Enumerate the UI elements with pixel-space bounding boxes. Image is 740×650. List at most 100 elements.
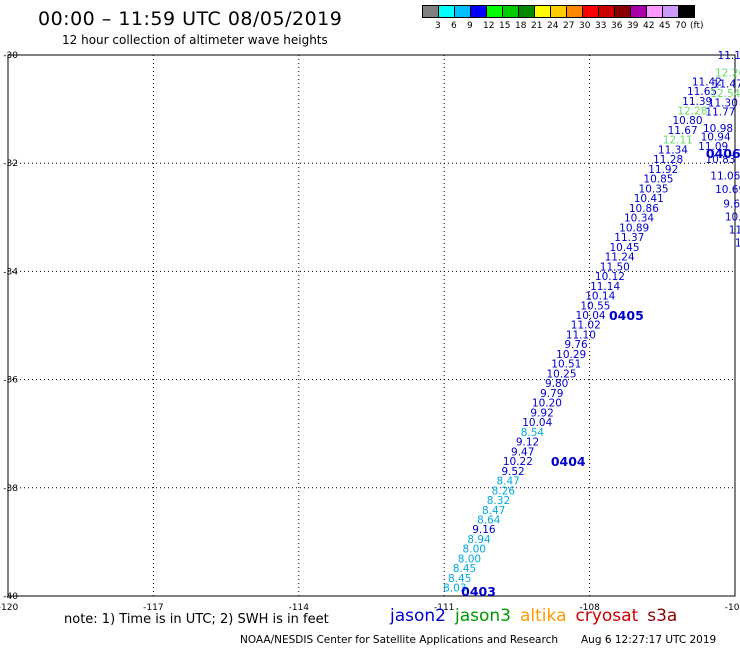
swh-data-label: 10.51 bbox=[551, 359, 581, 371]
swh-data-label: 10.55 bbox=[580, 300, 610, 312]
swh-data-label: 11.42 bbox=[692, 76, 722, 88]
swh-data-label: 11.67 bbox=[668, 125, 698, 137]
map-subtitle: 12 hour collection of altimeter wave hei… bbox=[62, 33, 328, 47]
swh-data-label: 11.47 bbox=[713, 78, 740, 90]
swh-data-label: 10.45 bbox=[609, 242, 639, 254]
lat-tick-label: -32 bbox=[3, 159, 18, 169]
swh-data-label: 11.30 bbox=[708, 97, 738, 109]
swh-data-label: 12.11 bbox=[663, 135, 693, 147]
swh-data-label: 9.52 bbox=[501, 466, 524, 478]
color-legend: 3 6 9 12 15 18 21 24 27 30 33 36 39 42 45 70 (ft) bbox=[422, 5, 704, 32]
swh-data-label: 11.28 bbox=[653, 154, 683, 166]
swh-data-label: 10.86 bbox=[629, 203, 659, 215]
lon-tick-label: -114 bbox=[289, 603, 310, 613]
lat-tick-label: -38 bbox=[3, 484, 18, 494]
legend-label: 39 bbox=[627, 21, 639, 31]
swh-data-label: 9.47 bbox=[511, 446, 534, 458]
legend-label: 45 bbox=[659, 21, 671, 31]
lat-tick-label: -36 bbox=[3, 376, 18, 386]
swh-data-label: 8.54 bbox=[521, 427, 545, 439]
swh-data-label: 10.41 bbox=[634, 193, 664, 205]
swh-data-label: 11.4 bbox=[735, 238, 740, 250]
swh-data-label: 11.50 bbox=[600, 261, 630, 273]
swh-data-label: 10.04 bbox=[576, 310, 606, 322]
swh-data-label: 11.65 bbox=[687, 86, 717, 98]
swh-data-label: 12.26 bbox=[715, 68, 740, 80]
swh-data-label: 9.92 bbox=[530, 407, 553, 419]
legend-label: 42 bbox=[643, 21, 655, 31]
legend-label: 21 bbox=[531, 21, 543, 31]
footer-timestamp: Aug 6 12:27:17 UTC 2019 bbox=[581, 634, 717, 646]
legend-label: 18 bbox=[515, 21, 527, 31]
swh-data-label: 10.04 bbox=[522, 417, 552, 429]
lon-tick-label: -117 bbox=[143, 603, 163, 613]
legend-label: 9 bbox=[467, 21, 473, 31]
legend-swatches bbox=[422, 5, 695, 18]
swh-data-label: 11.37 bbox=[614, 232, 644, 244]
swh-data-label: 9.16 bbox=[472, 524, 496, 536]
satellite-key-cryosat: cryosat bbox=[575, 606, 639, 626]
swh-data-label: 10.35 bbox=[639, 183, 669, 195]
legend-label: 6 bbox=[451, 21, 457, 31]
swh-data-label: 9.80 bbox=[545, 378, 568, 390]
swh-data-label: 11.14 bbox=[590, 281, 620, 293]
swh-data-label: 9.12 bbox=[516, 437, 539, 449]
swh-data-label: 8.47 bbox=[496, 476, 519, 488]
satellite-key-jason3: jason3 bbox=[455, 606, 511, 626]
footer-note: note: 1) Time is in UTC; 2) SWH is in fe… bbox=[64, 612, 329, 627]
lon-tick-label: -111 bbox=[434, 603, 454, 613]
swh-data-label: 8.00 bbox=[458, 553, 481, 565]
lon-tick-label: -108 bbox=[579, 603, 600, 613]
swh-data-label: 10.29 bbox=[556, 349, 586, 361]
lat-tick-label: -40 bbox=[3, 592, 18, 602]
swh-data-label: 8.45 bbox=[453, 563, 476, 575]
lat-tick-label: -34 bbox=[3, 267, 18, 277]
swh-data-label: 10.14 bbox=[585, 291, 615, 303]
swh-data-label: 9.76 bbox=[564, 339, 588, 351]
swh-data-label: 11.24 bbox=[605, 252, 635, 264]
swh-data-label: 10.22 bbox=[503, 456, 533, 468]
satellite-key-s3a: s3a bbox=[647, 606, 678, 626]
swh-data-label: 10.12 bbox=[595, 271, 625, 283]
swh-data-label: 11.12 bbox=[718, 50, 740, 62]
swh-data-label: 10.69 bbox=[715, 184, 740, 196]
swh-data-label: 12.28 bbox=[677, 106, 707, 118]
pass-time-label: 0404 bbox=[551, 454, 586, 469]
legend-label: 12 bbox=[483, 21, 495, 31]
swh-data-label: 10.34 bbox=[624, 213, 654, 225]
legend-label: 30 bbox=[579, 21, 591, 31]
swh-data-label: 10.20 bbox=[532, 398, 562, 410]
legend-swatch bbox=[678, 5, 695, 18]
swh-data-label: 11.09 bbox=[698, 141, 728, 153]
swh-data-label: 8.26 bbox=[492, 485, 516, 497]
swh-data-label: 10.89 bbox=[619, 222, 649, 234]
swh-data-label: 10.10 bbox=[725, 212, 740, 224]
lat-tick-label: -30 bbox=[3, 51, 18, 61]
lon-tick-label: -105 bbox=[725, 603, 740, 613]
swh-data-label: 10.94 bbox=[701, 131, 731, 143]
legend-label: 36 bbox=[611, 21, 623, 31]
swh-data-label: 8.00 bbox=[463, 544, 486, 556]
plot-frame bbox=[7, 54, 736, 597]
swh-data-label: 10.83 bbox=[705, 154, 735, 166]
legend-label: 33 bbox=[595, 21, 607, 31]
swh-data-label: 11.92 bbox=[648, 164, 678, 176]
legend-label: 27 bbox=[563, 21, 575, 31]
legend-unit: (ft) bbox=[690, 21, 704, 31]
swh-data-label: 10.25 bbox=[546, 368, 576, 380]
swh-data-label: 11.77 bbox=[705, 107, 735, 119]
swh-data-label: 11.39 bbox=[682, 96, 712, 108]
footer-credit: NOAA/NESDIS Center for Satellite Applica… bbox=[240, 634, 558, 646]
swh-data-label: 8.94 bbox=[467, 534, 491, 546]
swh-data-label: 11.25 bbox=[729, 225, 740, 237]
swh-data-label: 8.45 bbox=[448, 573, 471, 585]
swh-data-label: 9.79 bbox=[540, 388, 563, 400]
swh-data-label: 8.32 bbox=[487, 495, 510, 507]
legend-label: 70 bbox=[675, 21, 687, 31]
pass-time-label: 0403 bbox=[461, 584, 496, 599]
pass-time-label: 0406 bbox=[706, 146, 740, 161]
lon-tick-label: -120 bbox=[0, 603, 18, 613]
satellite-key-altika: altika bbox=[520, 606, 567, 626]
swh-data-label: 8.03 bbox=[443, 583, 466, 595]
